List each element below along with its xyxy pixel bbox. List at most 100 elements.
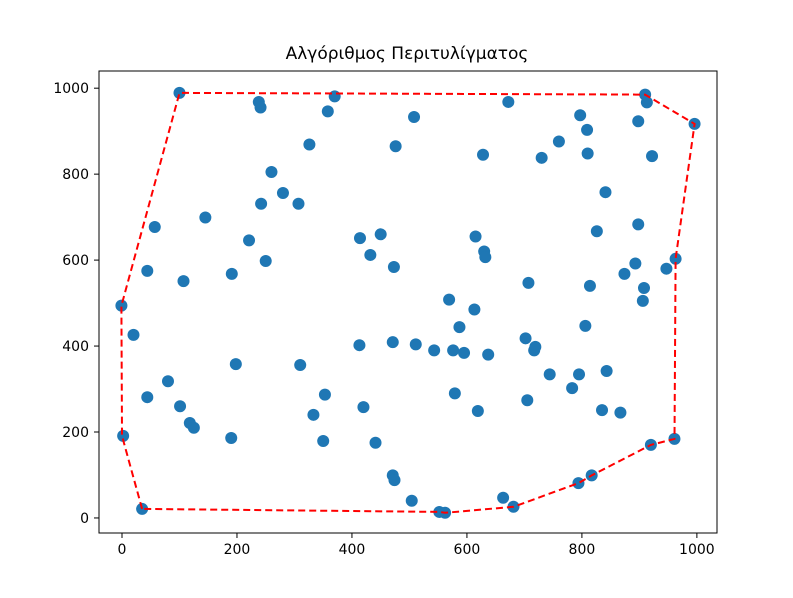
data-point	[369, 436, 382, 449]
plot-area: 0 200 400 600 800 1000 0 200 400 600 800 1000	[53, 70, 718, 558]
data-point	[552, 135, 565, 148]
data-point	[148, 221, 161, 234]
data-point	[443, 293, 456, 306]
data-point	[581, 123, 594, 136]
data-point	[614, 406, 627, 419]
data-point	[596, 404, 609, 417]
data-point	[519, 332, 532, 345]
data-point	[468, 303, 481, 316]
x-tick-label: 200	[224, 542, 251, 558]
data-point	[259, 254, 272, 267]
data-point	[387, 260, 400, 273]
data-point	[479, 251, 492, 264]
data-point	[529, 340, 542, 353]
data-point	[632, 115, 645, 128]
data-point	[583, 279, 596, 292]
x-tick-label: 400	[339, 542, 366, 558]
data-point	[388, 474, 401, 487]
data-point	[294, 358, 307, 371]
data-point	[535, 151, 548, 164]
data-point	[637, 282, 650, 295]
data-point	[600, 364, 613, 377]
data-point	[629, 257, 642, 270]
data-point	[255, 197, 268, 210]
data-point	[477, 148, 490, 161]
data-point	[522, 276, 535, 289]
data-point	[141, 264, 154, 277]
data-point	[448, 387, 461, 400]
data-point	[374, 228, 387, 241]
data-point	[618, 267, 631, 280]
data-point	[502, 95, 515, 108]
data-point	[482, 348, 495, 361]
data-point	[357, 401, 370, 414]
data-point	[458, 346, 471, 359]
x-tick-label: 800	[569, 542, 596, 558]
axes-frame	[98, 70, 718, 534]
hull-line	[120, 91, 696, 514]
data-point	[574, 109, 587, 122]
data-point	[573, 368, 586, 381]
data-point	[566, 382, 579, 395]
data-point	[660, 262, 673, 275]
data-point	[408, 110, 421, 123]
data-point	[353, 232, 366, 245]
data-point	[173, 86, 186, 99]
data-point	[521, 394, 534, 407]
data-point	[318, 388, 331, 401]
data-point	[229, 358, 242, 371]
data-point	[497, 491, 510, 504]
data-point	[254, 101, 267, 114]
data-point	[225, 267, 238, 280]
data-point	[136, 502, 149, 515]
x-tick-label: 0	[118, 542, 127, 558]
data-point	[453, 321, 466, 334]
data-point	[364, 248, 377, 261]
data-point	[636, 294, 649, 307]
data-point	[161, 375, 174, 388]
chart-title: Αλγόριθμος Περιτυλίγματος	[286, 44, 529, 64]
data-point	[646, 150, 659, 163]
data-point	[581, 147, 594, 160]
y-tick-label: 400	[62, 339, 89, 355]
y-tick-label: 0	[80, 511, 89, 527]
data-point	[321, 105, 334, 118]
data-point	[328, 90, 341, 103]
data-point	[409, 338, 422, 351]
data-point	[405, 494, 418, 507]
data-point	[599, 186, 612, 199]
data-point	[543, 368, 556, 381]
data-point	[265, 165, 278, 178]
data-point	[243, 234, 256, 247]
data-point	[225, 432, 238, 445]
data-point	[632, 218, 645, 231]
y-tick-label: 1000	[53, 81, 89, 97]
data-point	[317, 435, 330, 448]
data-point	[174, 400, 187, 413]
y-tick-label: 600	[62, 253, 89, 269]
data-point	[640, 96, 653, 109]
x-tick-label: 1000	[679, 542, 715, 558]
data-point	[303, 138, 316, 151]
data-point	[117, 429, 130, 442]
data-point	[127, 328, 140, 341]
y-tick-label: 800	[62, 167, 89, 183]
data-point	[469, 230, 482, 243]
data-point	[177, 275, 190, 288]
data-point	[428, 344, 441, 357]
data-point	[447, 344, 460, 357]
data-point	[389, 140, 402, 153]
data-point	[471, 404, 484, 417]
data-point	[307, 408, 320, 421]
data-point	[141, 391, 154, 404]
data-point	[386, 336, 399, 349]
data-point	[590, 225, 603, 238]
data-point	[572, 477, 585, 490]
data-point	[115, 299, 128, 312]
data-point	[579, 319, 592, 332]
x-tick-label: 600	[454, 542, 481, 558]
data-point	[199, 211, 212, 224]
data-point	[187, 421, 200, 434]
data-point	[353, 339, 366, 352]
